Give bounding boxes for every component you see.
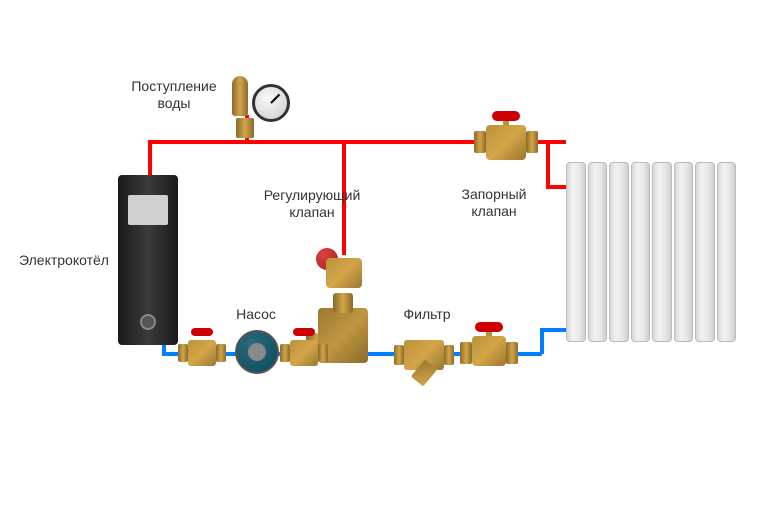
pipe-boiler-up bbox=[148, 140, 152, 176]
radiator-section bbox=[695, 162, 715, 342]
pipe-return-down bbox=[540, 328, 544, 354]
radiator-section bbox=[566, 162, 586, 342]
label-pump: Насос bbox=[226, 306, 286, 323]
pipe-rad-in2 bbox=[546, 185, 568, 189]
ball-handle bbox=[293, 328, 315, 336]
label-reg-valve: Регулирующий клапан bbox=[252, 187, 372, 221]
circulation-pump bbox=[235, 330, 279, 374]
label-shut-valve: Запорный клапан bbox=[444, 186, 544, 220]
radiator-section bbox=[588, 162, 608, 342]
radiator-section bbox=[717, 162, 737, 342]
y-strainer-filter bbox=[404, 340, 444, 370]
valve-body bbox=[472, 336, 506, 366]
gauge-tee bbox=[236, 118, 254, 138]
boiler-control-panel bbox=[128, 195, 168, 225]
pipe-rad-out bbox=[540, 328, 568, 332]
valve-handle bbox=[492, 111, 520, 121]
radiator-section bbox=[674, 162, 694, 342]
boiler-knob bbox=[140, 314, 156, 330]
ball-body bbox=[188, 340, 216, 366]
ball-handle bbox=[191, 328, 213, 336]
gate-valve bbox=[486, 125, 526, 160]
label-filter: Фильтр bbox=[392, 306, 462, 323]
label-water-inlet: Поступление воды bbox=[124, 78, 224, 112]
ball-valve-left bbox=[188, 340, 216, 366]
ball-valve-right bbox=[290, 340, 318, 366]
radiator bbox=[566, 162, 736, 342]
electric-boiler bbox=[118, 175, 178, 345]
shut-off-valve-return bbox=[472, 336, 506, 366]
regulating-valve bbox=[326, 258, 362, 288]
radiator-section bbox=[631, 162, 651, 342]
valve-handle bbox=[475, 322, 503, 332]
filter-drain bbox=[411, 359, 437, 386]
air-vent bbox=[232, 76, 248, 116]
radiator-section bbox=[609, 162, 629, 342]
radiator-section bbox=[652, 162, 672, 342]
label-boiler: Электрокотёл bbox=[14, 252, 114, 269]
pressure-gauge bbox=[252, 84, 290, 122]
valve-body bbox=[486, 125, 526, 160]
pipe-rad-in bbox=[546, 140, 550, 188]
ball-body bbox=[290, 340, 318, 366]
